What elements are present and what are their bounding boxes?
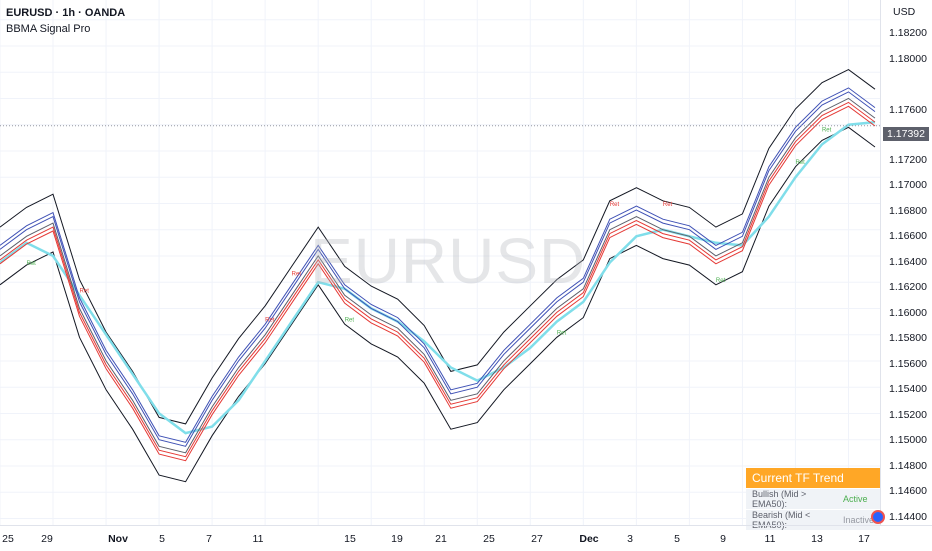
- bull-signal-label: Ret: [822, 127, 832, 133]
- current-price-badge: 1.17392: [883, 127, 929, 141]
- y-tick-label: 1.15600: [889, 358, 927, 370]
- trend-row-bullish: Bullish (Mid > EMA50): Active: [746, 488, 880, 510]
- y-tick-label: 1.17600: [889, 104, 927, 116]
- go-to-realtime-button[interactable]: [871, 510, 885, 524]
- y-tick-label: 1.16200: [889, 281, 927, 293]
- bear-signal-label: Ret: [80, 289, 90, 295]
- y-tick-label: 1.17000: [889, 179, 927, 191]
- bb-lower-band: [0, 126, 876, 483]
- x-tick-label: 11: [252, 533, 264, 545]
- x-tick-label: 15: [344, 533, 356, 545]
- price-line: [0, 97, 876, 454]
- symbol-title[interactable]: EURUSD · 1h · OANDA: [6, 7, 126, 19]
- y-tick-label: 1.15800: [889, 332, 927, 344]
- x-tick-label: 21: [435, 533, 447, 545]
- y-tick-label: 1.14400: [889, 511, 927, 523]
- x-tick-label: 5: [674, 533, 680, 545]
- y-tick-label: 1.15000: [889, 434, 927, 446]
- y-tick-label: 1.16600: [889, 230, 927, 242]
- bull-signal-label: Ret: [345, 318, 355, 324]
- ma-low-line: [0, 101, 876, 458]
- x-tick-label: 17: [858, 533, 870, 545]
- bull-signal-label: Ret: [716, 278, 726, 284]
- chart-legend: EURUSD · 1h · OANDA BBMA Signal Pro: [6, 5, 125, 37]
- price-chart[interactable]: Ret Ret Ret Ret Ret Ret Ret Ret Ret Ret Ret: [0, 0, 880, 525]
- y-tick-label: 1.18000: [889, 53, 927, 65]
- ma-high-line: [0, 91, 876, 447]
- ma-low-line: [0, 105, 876, 462]
- x-tick-label: 5: [159, 533, 165, 545]
- x-tick-label: 25: [483, 533, 495, 545]
- ema50-line: [0, 120, 876, 435]
- trend-status-bearish: Inactive: [836, 509, 880, 530]
- x-tick-label: 9: [720, 533, 726, 545]
- y-tick-label: 1.15200: [889, 409, 927, 421]
- x-tick-label: Dec: [579, 533, 599, 545]
- bull-signal-label: Ret: [27, 261, 37, 267]
- x-tick-label: 27: [531, 533, 543, 545]
- y-tick-label: 1.16400: [889, 256, 927, 268]
- price-axis[interactable]: USD 1.18200 1.18000 1.17600 1.17200 1.17…: [880, 0, 932, 525]
- y-tick-label: 1.14800: [889, 460, 927, 472]
- chart-plot-area[interactable]: Ret Ret Ret Ret Ret Ret Ret Ret Ret Ret Ret EURUSD…: [0, 0, 880, 530]
- indicator-name[interactable]: BBMA Signal Pro: [6, 23, 91, 35]
- y-tick-label: 1.16000: [889, 307, 927, 319]
- y-tick-label: 1.16800: [889, 205, 927, 217]
- currency-label[interactable]: USD: [893, 6, 916, 18]
- bear-signal-label: Ret: [610, 202, 620, 208]
- y-tick-label: 1.17200: [889, 154, 927, 166]
- y-tick-label: 1.14600: [889, 485, 927, 497]
- time-axis[interactable]: 25 29 Nov 5 7 11 15 19 21 25 27 Dec 3 5 …: [0, 525, 932, 551]
- trend-table: Current TF Trend Bullish (Mid > EMA50): …: [746, 468, 880, 530]
- ma-high-line: [0, 87, 876, 443]
- y-tick-label: 1.18200: [889, 27, 927, 39]
- x-tick-label: 19: [391, 533, 403, 545]
- bear-signal-label: Ret: [663, 202, 673, 208]
- x-tick-label: 29: [41, 533, 53, 545]
- x-tick-label: 3: [627, 533, 633, 545]
- bear-signal-label: Ret: [265, 318, 275, 324]
- y-tick-label: 1.15400: [889, 383, 927, 395]
- x-tick-label: 13: [811, 533, 823, 545]
- bear-signal-label: Ret: [292, 272, 302, 278]
- x-tick-label: 11: [764, 533, 776, 545]
- trend-table-header: Current TF Trend: [746, 468, 880, 489]
- trend-status-bullish: Active: [836, 488, 880, 510]
- x-tick-label: 7: [206, 533, 212, 545]
- bull-signal-label: Ret: [795, 160, 805, 166]
- x-tick-label: 25: [2, 533, 14, 545]
- bull-signal-label: Ret: [557, 331, 567, 337]
- trend-label-bullish: Bullish (Mid > EMA50):: [746, 488, 837, 510]
- x-tick-label: Nov: [108, 533, 128, 545]
